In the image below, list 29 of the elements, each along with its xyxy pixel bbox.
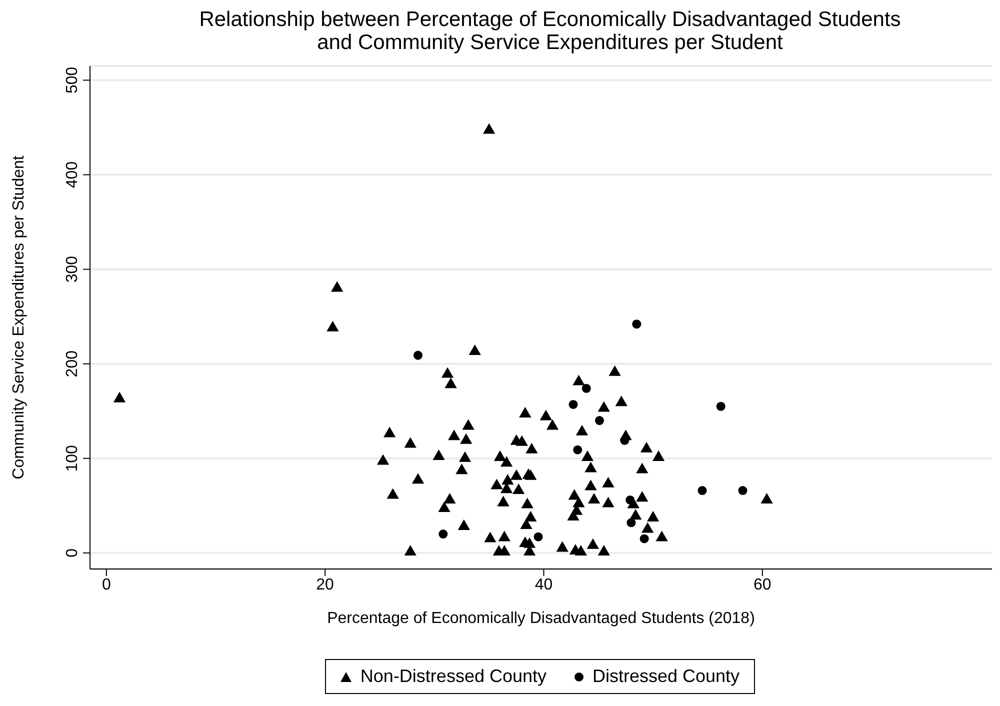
point xyxy=(534,532,543,542)
legend-label: Non-Distressed County xyxy=(359,666,546,687)
y-tick-label: 400 xyxy=(64,161,81,188)
y-tick-label: 500 xyxy=(64,66,81,94)
chart-title: Relationship between Percentage of Economically Disadvantaged Students and Community Service Expenditures per Student xyxy=(198,8,902,54)
point xyxy=(568,400,578,409)
point xyxy=(738,486,748,496)
point xyxy=(438,530,448,539)
x-tick-label: 60 xyxy=(754,576,772,594)
y-tick-label: 0 xyxy=(64,548,81,558)
point xyxy=(413,350,423,360)
point xyxy=(626,518,636,528)
point xyxy=(698,486,707,496)
x-tick-label: 0 xyxy=(102,576,111,594)
x-tick-label: 20 xyxy=(316,576,334,594)
point xyxy=(640,534,649,544)
y-tick-label: 100 xyxy=(64,444,81,472)
legend-label: Distressed County xyxy=(592,666,740,687)
y-tick-label: 300 xyxy=(64,256,81,283)
y-axis-title: Community Service Expenditures per Student xyxy=(10,155,28,480)
point xyxy=(626,495,635,504)
x-axis-title: Percentage of Economically Disadvantaged Students (2018) xyxy=(327,610,755,627)
point xyxy=(573,445,582,454)
point xyxy=(594,416,604,426)
point xyxy=(716,402,726,411)
point xyxy=(632,320,642,329)
point xyxy=(582,384,591,393)
x-tick-label: 40 xyxy=(534,576,553,594)
y-tick-label: 200 xyxy=(64,350,81,378)
